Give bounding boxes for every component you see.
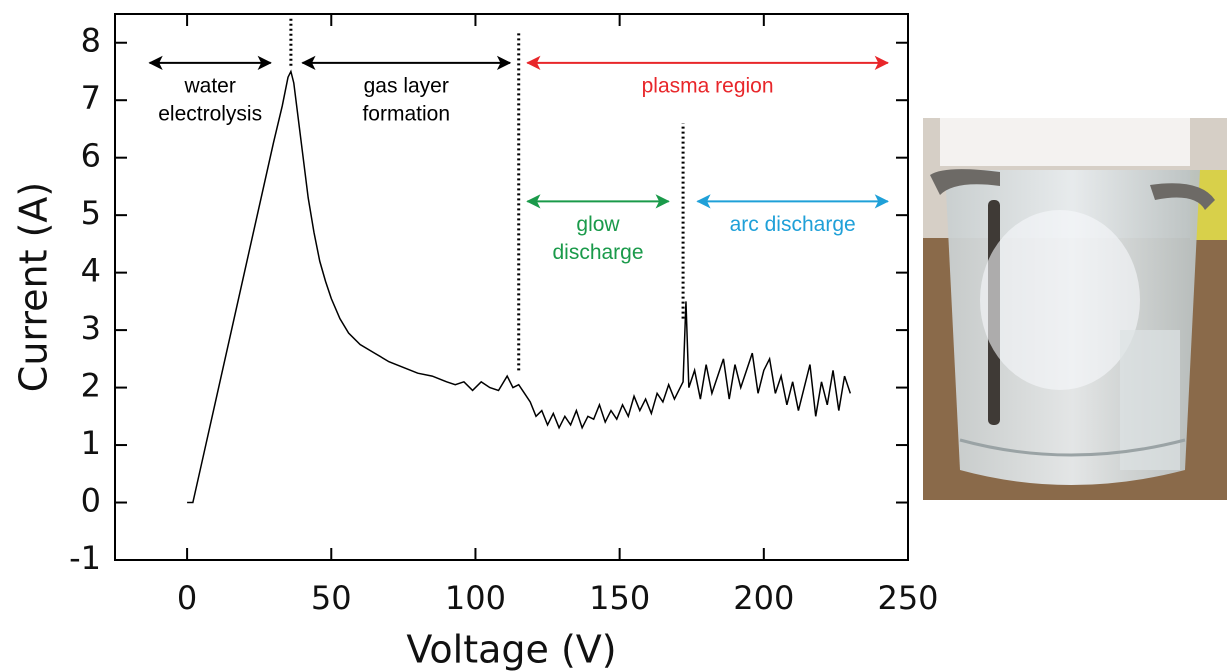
arrow-head — [496, 55, 512, 70]
region-label: gas layer — [364, 74, 449, 97]
arrow-head — [526, 55, 541, 70]
plot: 0 50 100 150 200 250 -1 0 1 2 3 4 5 6 7 8 Voltage (V) Cur… — [12, 13, 939, 671]
y-tick-label: 4 — [81, 252, 101, 290]
region-arrow — [526, 194, 670, 209]
arrow-head — [526, 194, 541, 209]
region-label: water — [183, 74, 235, 97]
x-tick-label: 250 — [877, 579, 938, 617]
region-label: formation — [362, 102, 450, 125]
y-tick-label: -1 — [69, 539, 101, 577]
y-tick-label: 3 — [81, 309, 101, 347]
region-arrow — [148, 55, 272, 70]
y-axis-title: Current (A) — [12, 182, 56, 392]
plot-frame — [114, 13, 909, 561]
region-arrow — [301, 55, 512, 70]
y-tick-label: 5 — [81, 194, 101, 232]
x-tick-label: 200 — [733, 579, 794, 617]
region-label: electrolysis — [158, 102, 262, 125]
x-tick-label: 50 — [311, 579, 352, 617]
x-tick-label: 100 — [445, 579, 506, 617]
region-arrow — [696, 194, 889, 209]
region-label: glow — [576, 213, 620, 236]
region-label: plasma region — [642, 74, 774, 97]
y-tick-label: 2 — [81, 367, 101, 405]
arrow-head — [874, 194, 889, 209]
arrow-head — [696, 194, 711, 209]
y-tick-label: 1 — [81, 424, 101, 462]
region-label: arc discharge — [730, 213, 856, 236]
x-tick-label: 150 — [589, 579, 650, 617]
arrow-head — [655, 194, 670, 209]
y-tick-label: 0 — [81, 482, 101, 520]
region-label: discharge — [552, 241, 643, 264]
data-line — [187, 69, 852, 504]
y-tick-label: 7 — [81, 79, 101, 117]
arrow-head — [148, 55, 163, 70]
region-arrow — [526, 55, 889, 70]
arrow-head — [301, 55, 316, 70]
arrow-head — [257, 55, 272, 70]
photo — [923, 118, 1227, 500]
y-tick-label: 6 — [81, 137, 101, 175]
arrow-head — [874, 55, 889, 70]
x-axis-title: Voltage (V) — [406, 628, 616, 671]
x-tick-label: 0 — [177, 579, 197, 617]
y-tick-label: 8 — [81, 22, 101, 60]
